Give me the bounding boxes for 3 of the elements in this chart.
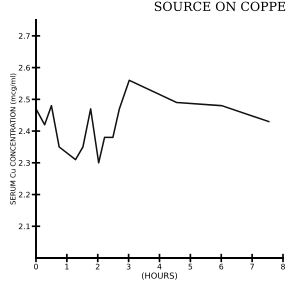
line-series bbox=[36, 80, 270, 164]
x-axis-title: (HOURS) bbox=[142, 272, 178, 280]
source-note: SOURCE ON COPPE bbox=[154, 2, 286, 12]
